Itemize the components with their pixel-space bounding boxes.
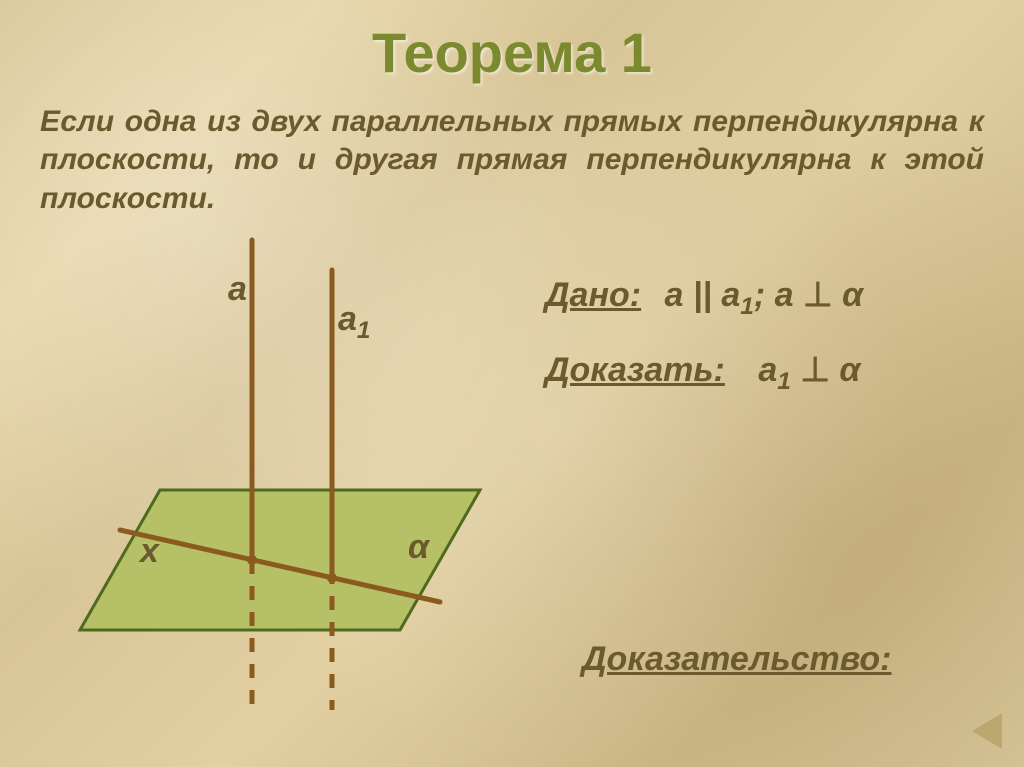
given-block: Дано: a || a1; a ⊥ α xyxy=(545,275,863,321)
given-label: Дано: xyxy=(545,276,641,314)
prove-block: Доказать: a1 ⊥ α xyxy=(545,350,860,396)
prove-label: Доказать: xyxy=(545,351,725,389)
theorem-statement: Если одна из двух параллельных прямых пе… xyxy=(0,85,1024,218)
dot-a xyxy=(247,555,257,565)
label-a1: a1 xyxy=(338,300,371,345)
geometry-diagram: a a1 x α xyxy=(20,230,520,750)
label-alpha: α xyxy=(408,528,429,567)
prove-expr: a1 ⊥ α xyxy=(758,351,860,389)
proof-label: Доказательство: xyxy=(582,640,892,679)
label-x: x xyxy=(140,532,159,571)
page-title: Теорема 1 xyxy=(0,0,1024,85)
given-expr: a || a1; a ⊥ α xyxy=(665,276,864,314)
prev-slide-button[interactable] xyxy=(972,713,1002,749)
diagram-svg xyxy=(20,230,520,750)
dot-a1 xyxy=(327,573,337,583)
label-a: a xyxy=(228,270,247,309)
